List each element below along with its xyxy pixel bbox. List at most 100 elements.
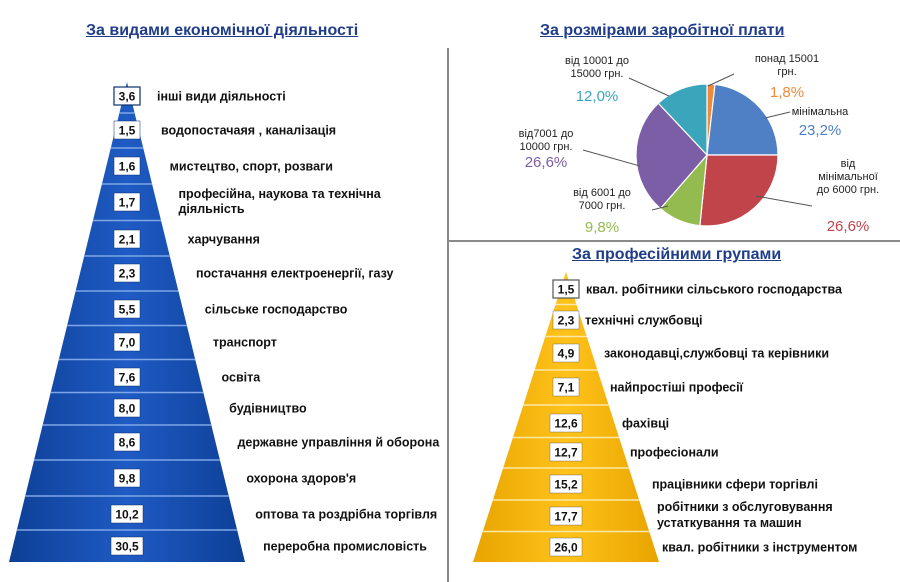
value-box — [113, 120, 141, 140]
pie-category-label-line: від7001 до — [519, 128, 574, 140]
pie-category-label-line: грн. — [777, 66, 796, 78]
category-label-line: робітники з обслуговування — [657, 500, 833, 514]
value-label: 8,0 — [119, 402, 136, 416]
category-label: постачання електроенергії, газу — [196, 267, 394, 281]
value-box — [113, 263, 141, 283]
value-box — [113, 332, 141, 352]
category-label-line: водопостачаяя , каналізація — [161, 124, 336, 138]
value-box — [549, 413, 583, 433]
value-label: 30,5 — [115, 540, 139, 554]
category-label-line: законодавці,службовці та керівники — [604, 347, 829, 361]
pie-percent-label: 12,0% — [576, 88, 619, 105]
category-label-line: будівництво — [229, 402, 307, 416]
category-label: робітники з обслуговування устаткування т… — [657, 500, 833, 530]
value-box — [110, 536, 144, 556]
category-label: переробна промисловість — [263, 540, 427, 554]
value-label: 1,5 — [558, 283, 575, 297]
category-label-line: працівники сфери торгівлі — [652, 478, 818, 492]
value-box — [110, 504, 144, 524]
category-label-line: постачання електроенергії, газу — [196, 267, 394, 281]
value-label: 15,2 — [554, 478, 578, 492]
category-label: квал. робітники сільського господарства — [586, 283, 843, 297]
value-label: 17,7 — [554, 510, 578, 524]
pie-leader-line — [628, 77, 670, 97]
value-box — [113, 432, 141, 452]
pie-leader-line — [582, 149, 641, 167]
value-box — [113, 468, 141, 488]
category-label-line: технічні службовці — [585, 314, 703, 328]
category-label-line: найпростіші професії — [610, 381, 744, 395]
category-label-line: квал. робітники з інструментом — [662, 541, 857, 555]
value-label: 2,1 — [119, 233, 136, 247]
category-label-line: охорона здоров'я — [246, 472, 356, 486]
value-box — [113, 156, 141, 176]
value-label: 4,9 — [558, 347, 575, 361]
pie-category-label-line: понад 15001 — [755, 53, 819, 65]
pie-category-label-line: від — [841, 158, 856, 170]
value-box — [113, 398, 141, 418]
category-label-line: квал. робітники сільського господарства — [586, 283, 843, 297]
category-label-line: фахівці — [622, 417, 669, 431]
category-label-line: переробна промисловість — [263, 540, 427, 554]
value-label: 12,6 — [554, 417, 578, 431]
value-box — [552, 310, 580, 330]
value-box — [113, 229, 141, 249]
category-label: будівництво — [229, 402, 307, 416]
pie-percent-label: 23,2% — [799, 122, 842, 139]
value-label: 1,6 — [119, 160, 136, 174]
value-label: 7,1 — [558, 381, 575, 395]
pie-category-label: від 10001 до 15000 грн. — [565, 55, 629, 80]
title-economic-activity: За видами економічної діяльності — [86, 22, 359, 39]
pie-category-label-line: мінімальної — [818, 171, 878, 183]
pie-category-label-line: від 6001 до — [573, 187, 631, 199]
category-label-line: оптова та роздрібна торгівля — [255, 508, 437, 522]
category-label: державне управління й оборона — [238, 436, 441, 450]
pie-leader-line — [764, 111, 791, 119]
value-label: 10,2 — [115, 508, 139, 522]
pie-category-label: мінімальна — [792, 106, 849, 118]
category-label-line: харчування — [188, 233, 260, 247]
value-box — [113, 367, 141, 387]
pie-percent-label: 26,6% — [525, 154, 568, 171]
value-box — [552, 279, 580, 299]
title-professional-groups: За професійними групами — [572, 246, 782, 263]
value-label: 2,3 — [558, 314, 575, 328]
category-label: законодавці,службовці та керівники — [604, 347, 829, 361]
value-label: 5,5 — [119, 303, 136, 317]
category-label: охорона здоров'я — [246, 472, 356, 486]
category-label: водопостачаяя , каналізація — [161, 124, 336, 138]
horizontal-divider — [449, 240, 900, 242]
pie-category-label: від7001 до 10000 грн. — [519, 128, 574, 153]
value-box — [549, 506, 583, 526]
value-box — [552, 377, 580, 397]
category-label: інші види діяльності — [157, 90, 286, 104]
pie-slice — [635, 102, 708, 210]
vertical-divider — [447, 48, 449, 582]
value-label: 3,6 — [119, 90, 136, 104]
value-label: 9,8 — [119, 472, 136, 486]
pie-percent-label: 1,8% — [770, 84, 804, 101]
pie-slice — [657, 83, 708, 157]
pie-category-label: від мінімальної до 6000 грн. — [817, 158, 879, 196]
value-box — [113, 86, 141, 106]
category-label: фахівці — [622, 417, 669, 431]
pie-percent-label: 9,8% — [585, 219, 619, 236]
value-label: 1,5 — [119, 124, 136, 138]
category-label: квал. робітники з інструментом — [662, 541, 857, 555]
category-label-line: професійна, наукова та технічна — [179, 187, 382, 201]
pie-slice — [699, 154, 779, 227]
category-label-line: діяльність — [179, 202, 245, 216]
pie-slice — [706, 83, 779, 156]
value-label: 1,7 — [119, 196, 136, 210]
value-label: 7,6 — [119, 371, 136, 385]
title-salary-size: За розмірами заробітної плати — [540, 22, 785, 39]
category-label-line: мистецтво, спорт, розваги — [170, 160, 333, 174]
category-label-line: професіонали — [630, 446, 719, 460]
category-label: найпростіші професії — [610, 381, 744, 395]
pie-category-label-line: мінімальна — [792, 106, 849, 118]
category-label: оптова та роздрібна торгівля — [255, 508, 437, 522]
category-label: харчування — [188, 233, 260, 247]
value-box — [549, 474, 583, 494]
